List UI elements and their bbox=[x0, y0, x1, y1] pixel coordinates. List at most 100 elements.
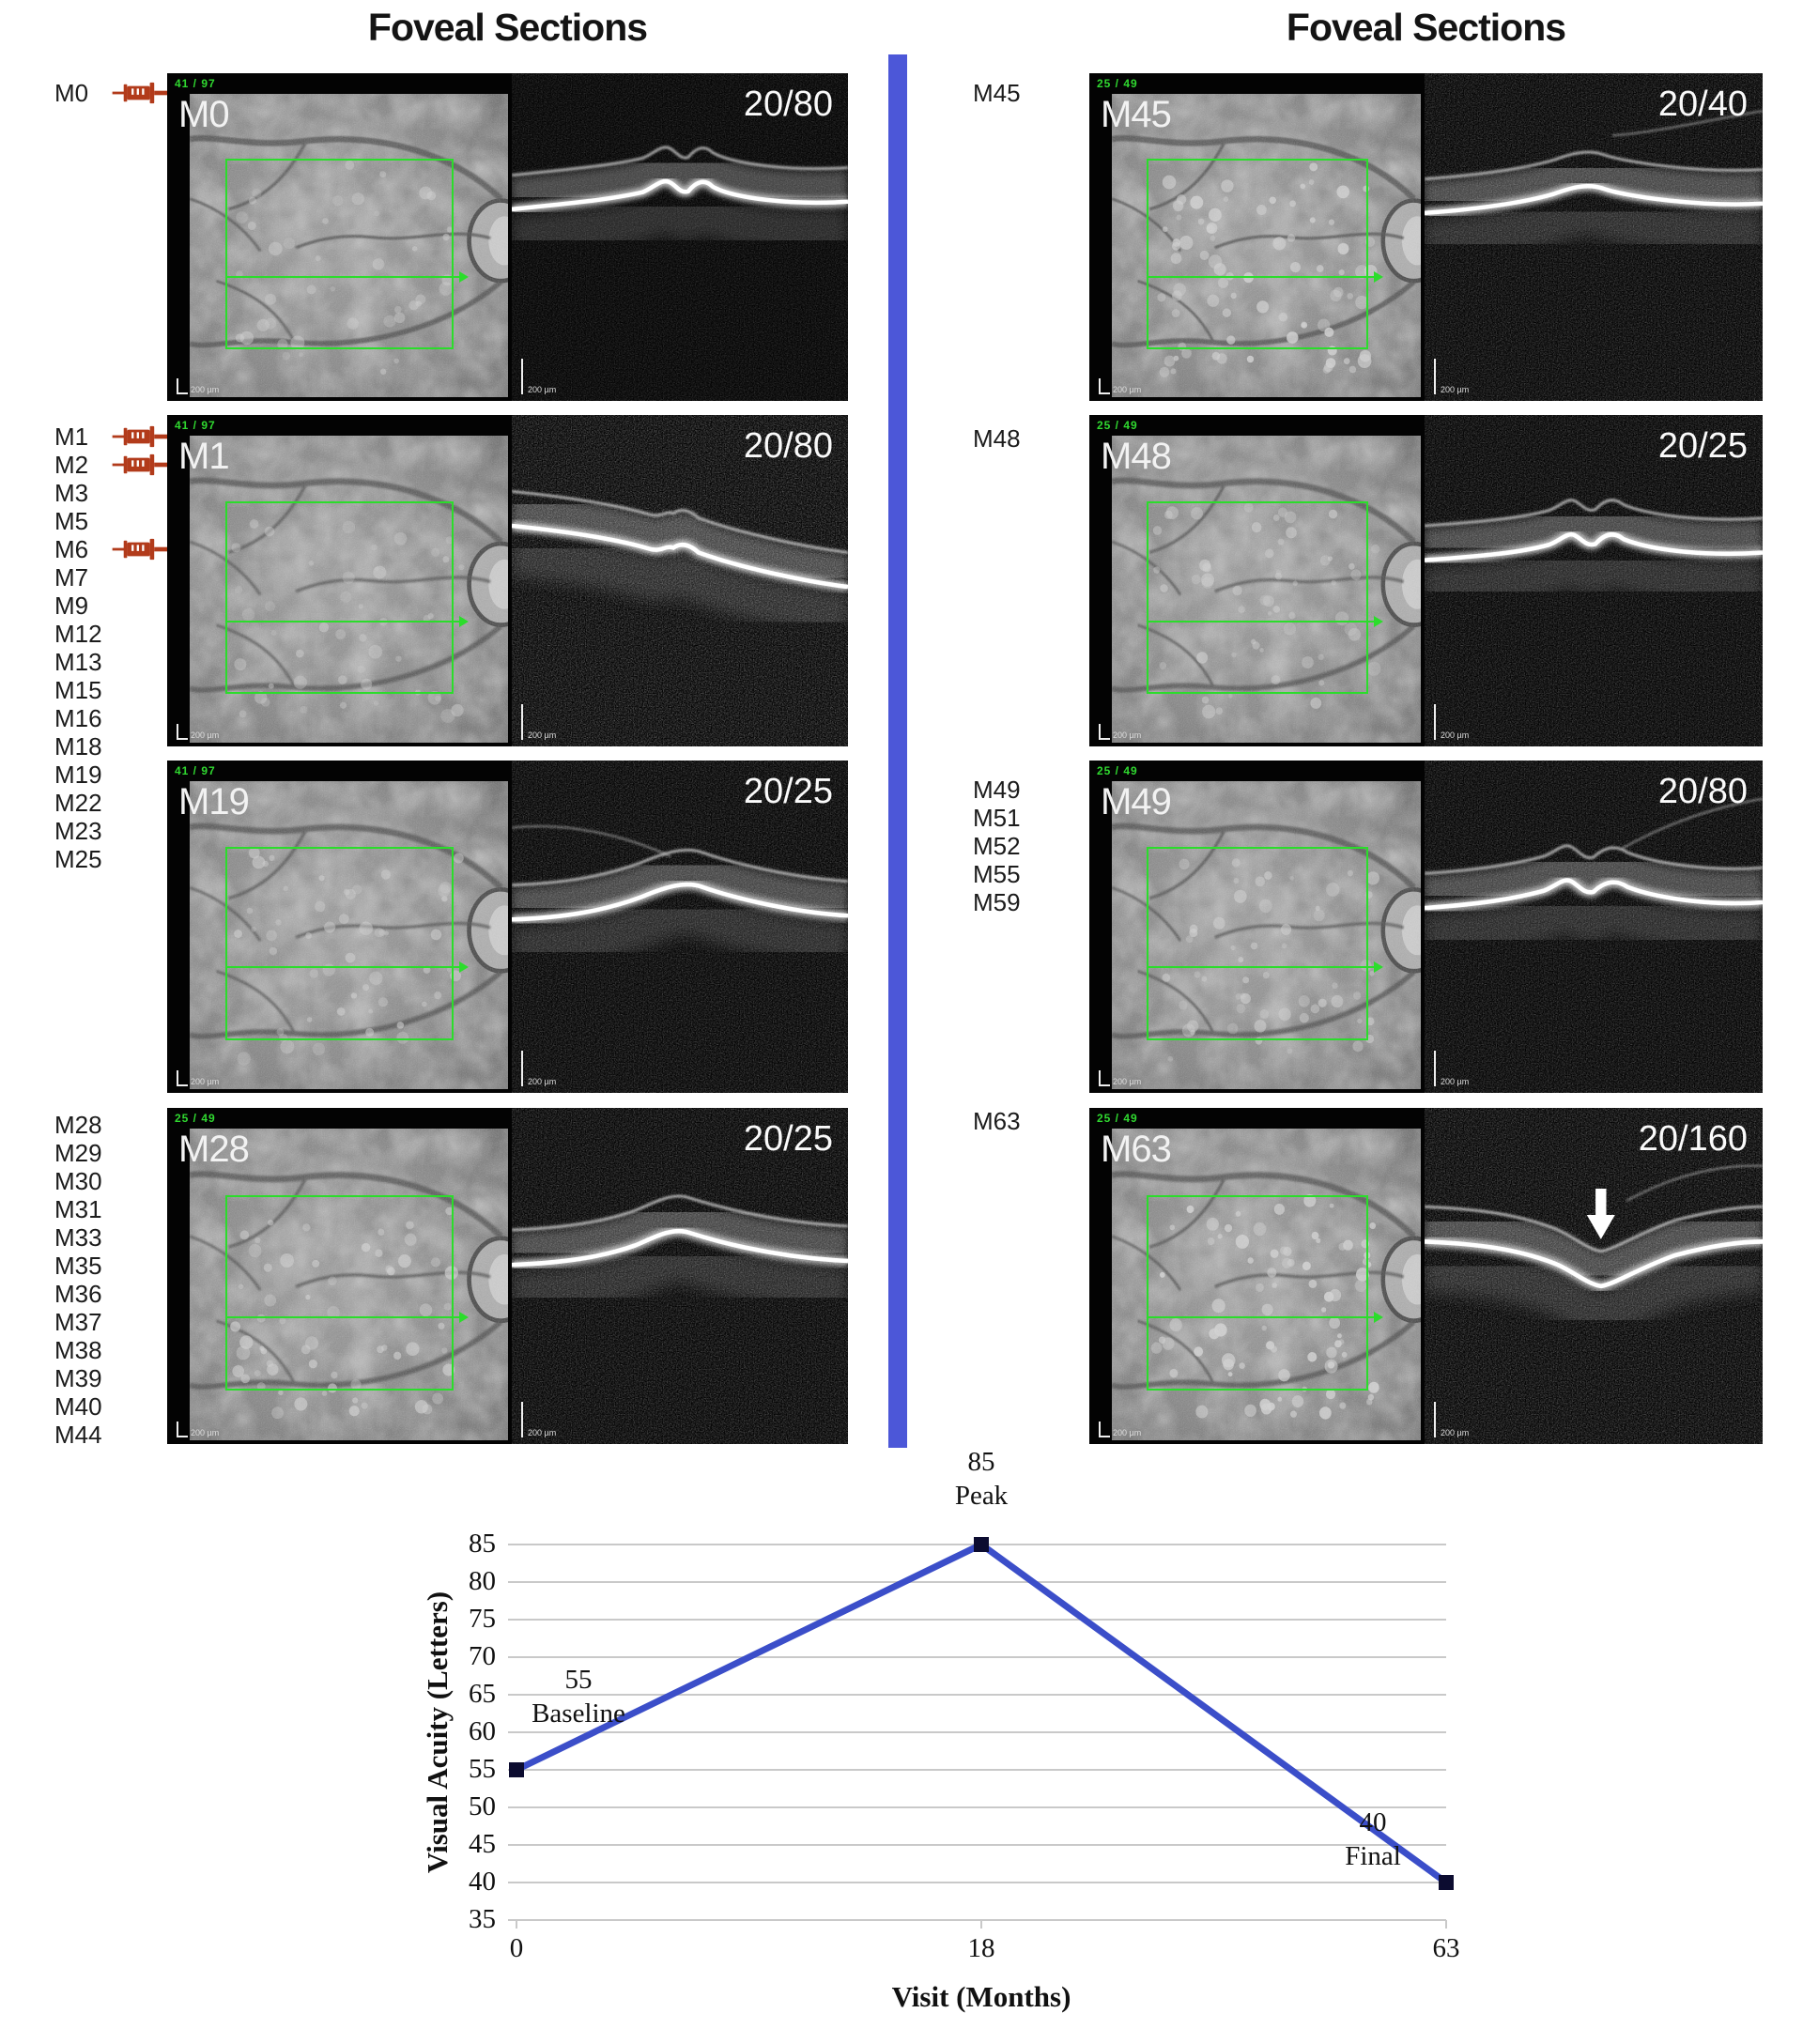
month-list-item: M5 bbox=[54, 507, 178, 535]
month-list-m28-m44: M28 M29 M30 M31 M33 M35 M36 M37 M38 M39 … bbox=[54, 1111, 103, 1449]
chart-ytick-label: 70 bbox=[469, 1641, 496, 1671]
scan-region-overlay bbox=[225, 847, 469, 1040]
panel-m45: 25 / 49 M45 200 µm 20/40 200 µm bbox=[1089, 73, 1763, 401]
panel-month-label: M45 bbox=[1101, 94, 1172, 135]
syringe-icon bbox=[112, 425, 173, 448]
panel-m1: 41 / 97 M1 200 µm 20/80 200 µm bbox=[167, 415, 848, 746]
scale-bar: 200 µm bbox=[521, 704, 556, 740]
visual-acuity-label: 20/160 bbox=[1638, 1119, 1748, 1159]
visual-acuity-label: 20/80 bbox=[1657, 772, 1748, 811]
month-list-item: M38 bbox=[54, 1336, 103, 1364]
scan-region-overlay bbox=[225, 1195, 469, 1391]
scan-index-label: 41 / 97 bbox=[175, 764, 216, 777]
visual-acuity-label: 20/25 bbox=[743, 772, 833, 811]
scale-bar: 200 µm bbox=[177, 1070, 219, 1086]
month-list-item: M29 bbox=[54, 1139, 103, 1167]
visual-acuity-label: 20/80 bbox=[743, 426, 833, 466]
month-list-item: M28 bbox=[54, 1111, 103, 1139]
chart-ytick-label: 75 bbox=[469, 1604, 496, 1634]
scan-arrow-icon bbox=[458, 1311, 469, 1323]
month-list-item: M52 bbox=[973, 832, 1022, 860]
month-label: M7 bbox=[54, 562, 89, 592]
month-list-item: M37 bbox=[54, 1308, 103, 1336]
scan-arrow-icon bbox=[1373, 271, 1383, 284]
month-list-item: M30 bbox=[54, 1167, 103, 1195]
month-list-item: M33 bbox=[54, 1223, 103, 1252]
chart-x-axis-title: Visit (Months) bbox=[891, 1980, 1071, 2013]
month-label: M44 bbox=[54, 1420, 102, 1449]
scan-index-label: 41 / 97 bbox=[175, 77, 216, 90]
scan-index-label: 25 / 49 bbox=[175, 1112, 216, 1125]
chart-marker bbox=[1439, 1875, 1454, 1890]
month-label: M18 bbox=[54, 731, 102, 761]
panel-m48: 25 / 49 M48 200 µm 20/25 200 µm bbox=[1089, 415, 1763, 746]
scale-bar: 200 µm bbox=[177, 1422, 219, 1437]
month-label: M9 bbox=[54, 591, 89, 620]
scan-index-label: 25 / 49 bbox=[1097, 419, 1138, 432]
month-list-item: M36 bbox=[54, 1280, 103, 1308]
panel-month-label: M48 bbox=[1101, 436, 1172, 477]
month-list-m1-m25: M1 M2 M3 bbox=[54, 423, 178, 873]
panel-m19: 41 / 97 M19 200 µm 20/25 200 µm bbox=[167, 761, 848, 1093]
scan-arrow-icon bbox=[458, 271, 469, 284]
month-label: M16 bbox=[54, 703, 102, 732]
scan-region-overlay bbox=[225, 158, 469, 349]
month-list-item: M22 bbox=[54, 789, 178, 817]
scale-bar: 200 µm bbox=[521, 359, 556, 394]
month-label: M23 bbox=[54, 816, 102, 845]
chart-marker bbox=[974, 1537, 989, 1552]
oct-image-m0: 20/80 200 µm bbox=[512, 73, 848, 401]
month-list-item: M13 bbox=[54, 648, 178, 676]
panel-month-label: M0 bbox=[178, 94, 230, 135]
month-list-item: M23 bbox=[54, 817, 178, 845]
month-list-item: M16 bbox=[54, 704, 178, 732]
month-label: M13 bbox=[54, 647, 102, 676]
scan-index-label: 41 / 97 bbox=[175, 419, 216, 432]
scan-index-label: 25 / 49 bbox=[1097, 77, 1138, 90]
chart-ytick-label: 40 bbox=[469, 1867, 496, 1897]
month-list-item: M0 bbox=[54, 79, 178, 107]
scan-arrow-icon bbox=[1373, 615, 1383, 627]
month-label: M55 bbox=[973, 859, 1021, 888]
chart-point-annotation: 55 Baseline bbox=[532, 1665, 625, 1729]
month-list-item: M25 bbox=[54, 845, 178, 873]
month-label: M52 bbox=[973, 831, 1021, 860]
syringe-icon bbox=[112, 538, 173, 561]
scale-bar: 200 µm bbox=[1099, 724, 1141, 740]
month-label: M49 bbox=[973, 775, 1021, 804]
chart-y-axis-title: Visual Acuity (Letters) bbox=[421, 1591, 454, 1874]
oct-image-m45: 20/40 200 µm bbox=[1425, 73, 1763, 401]
month-label: M22 bbox=[54, 788, 102, 817]
chart-xtick-label: 63 bbox=[1432, 1933, 1460, 1963]
syringe-icon bbox=[112, 82, 173, 104]
panel-m0: 41 / 97 M0 200 µm 20/80 200 µm bbox=[167, 73, 848, 401]
chart-ytick-label: 80 bbox=[469, 1566, 496, 1596]
month-list-item: M45 bbox=[973, 79, 1022, 107]
scale-bar: 200 µm bbox=[1434, 1402, 1469, 1437]
month-label: M19 bbox=[54, 760, 102, 789]
month-label: M5 bbox=[54, 506, 89, 535]
month-list-item: M18 bbox=[54, 732, 178, 761]
month-label: M6 bbox=[54, 534, 89, 563]
chart-xtick-label: 0 bbox=[509, 1933, 524, 1963]
fundus-image-m28: 25 / 49 M28 200 µm bbox=[167, 1108, 512, 1444]
chart-marker bbox=[509, 1762, 524, 1777]
fundus-image-m0: 41 / 97 M0 200 µm bbox=[167, 73, 512, 401]
month-list-m49-m59: M49 M51 M52 M55 M59 bbox=[973, 776, 1022, 916]
scan-region-overlay bbox=[1146, 158, 1383, 349]
scan-arrow-icon bbox=[1373, 961, 1383, 974]
month-list-item: M31 bbox=[54, 1195, 103, 1223]
month-label: M29 bbox=[54, 1138, 102, 1167]
scale-bar: 200 µm bbox=[1099, 1070, 1141, 1086]
scale-bar: 200 µm bbox=[1434, 704, 1469, 740]
month-list-item: M19 bbox=[54, 761, 178, 789]
panel-month-label: M49 bbox=[1101, 781, 1172, 822]
oct-image-m19: 20/25 200 µm bbox=[512, 761, 848, 1093]
month-label: M38 bbox=[54, 1335, 102, 1364]
visual-acuity-label: 20/25 bbox=[1657, 426, 1748, 466]
month-label: M36 bbox=[54, 1279, 102, 1308]
visual-acuity-chart: 85 80 75 70 65 60 55 50 45 40 35 0 18 63 55 Baseline 85… bbox=[404, 1447, 1540, 2043]
panel-m49: 25 / 49 M49 200 µm 20/80 200 µm bbox=[1089, 761, 1763, 1093]
fundus-image-m1: 41 / 97 M1 200 µm bbox=[167, 415, 512, 746]
scale-bar: 200 µm bbox=[1434, 1051, 1469, 1086]
